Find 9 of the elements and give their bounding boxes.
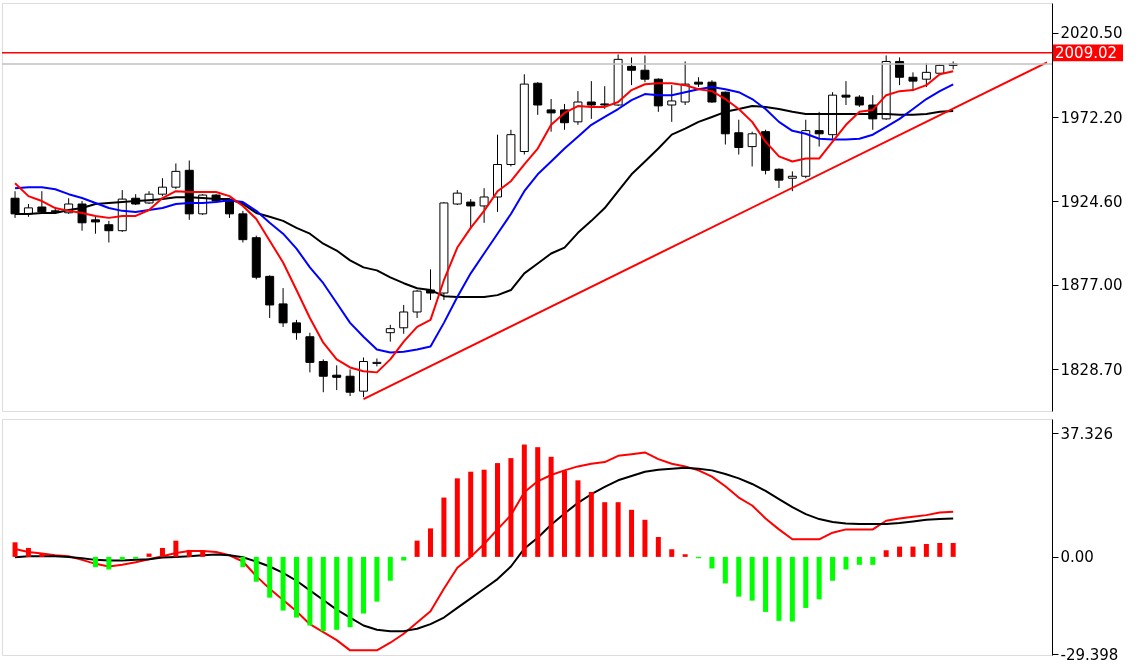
y-tick-label: 1924.60 [1060,192,1123,211]
y-tick-label: 37.326 [1060,424,1113,443]
ref-line-label: 2009.02 [1055,43,1118,62]
y-tick-label: 1972.20 [1060,108,1123,127]
y-tick-label: 0.00 [1060,548,1094,567]
y-tick-label: 1828.70 [1060,360,1123,379]
y-tick-label: 1877.00 [1060,276,1123,295]
y-tick-label: -29.398 [1060,645,1119,664]
y-tick-label: 2020.50 [1060,24,1123,43]
